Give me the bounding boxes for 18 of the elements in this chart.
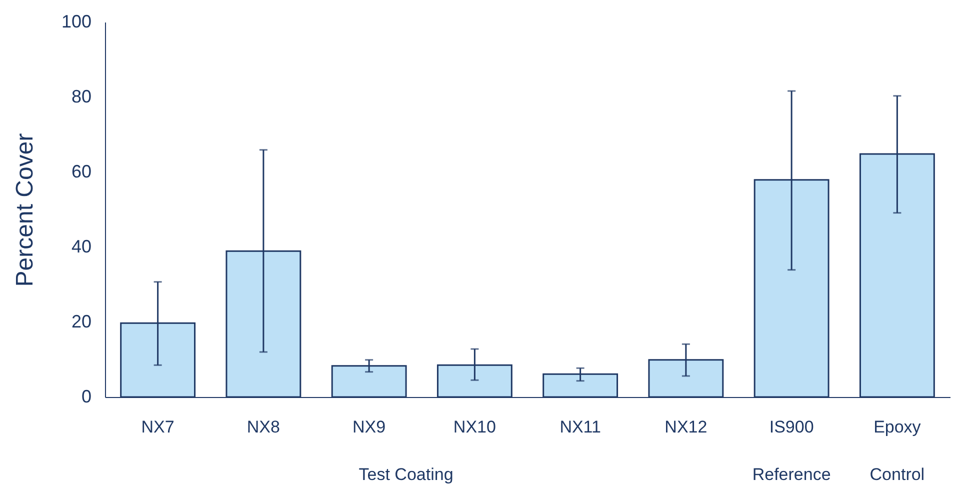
y-tick-label: 20 <box>71 312 92 332</box>
x-tick-label: NX9 <box>352 418 386 436</box>
y-tick-label: 0 <box>81 386 92 406</box>
y-tick-label: 60 <box>71 162 92 182</box>
text: Reference <box>752 465 831 484</box>
x-tick-label: IS900 <box>769 418 814 436</box>
y-tick-label: 40 <box>71 236 92 256</box>
y-tick-label: 100 <box>61 12 92 32</box>
x-tick-label: NX12 <box>664 418 708 436</box>
x-tick-label: NX7 <box>141 418 174 436</box>
x-tick-label: NX10 <box>453 418 496 436</box>
text: Control <box>870 465 925 484</box>
x-tick-label: NX11 <box>560 418 601 436</box>
y-axis-title: Percent Cover <box>11 133 38 287</box>
x-tick-label: NX8 <box>246 418 280 436</box>
x-tick-label: Epoxy <box>874 418 922 436</box>
y-tick-label: 80 <box>71 86 92 106</box>
text: Test Coating <box>358 465 454 484</box>
